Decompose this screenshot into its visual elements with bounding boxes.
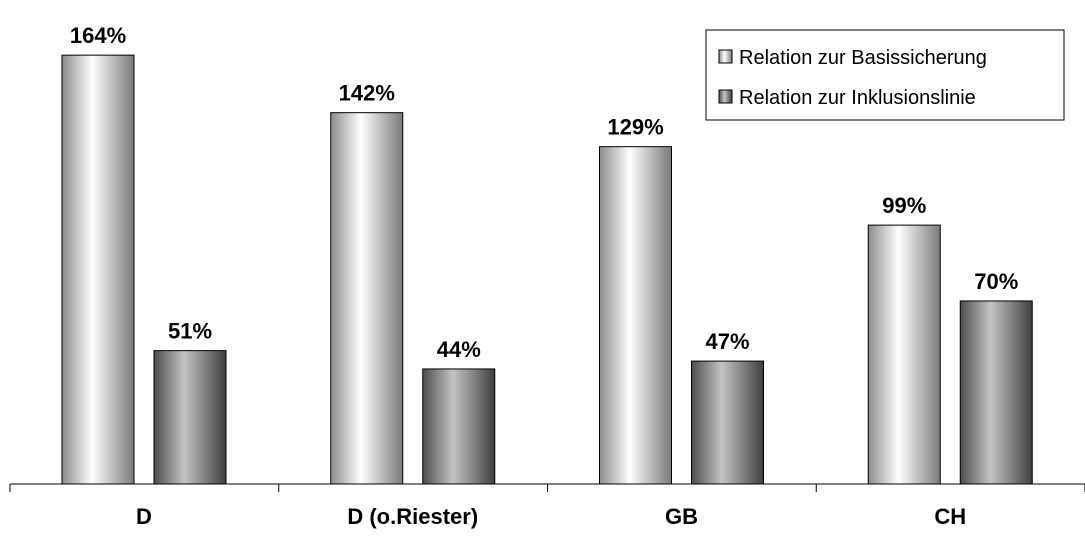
legend-label-basissicherung: Relation zur Basissicherung — [739, 47, 987, 69]
category-label-3: CH — [934, 504, 966, 529]
bar-inklusionslinie-1 — [423, 369, 495, 484]
value-label-inklusionslinie-1: 44% — [437, 337, 481, 362]
category-label-1: D (o.Riester) — [347, 504, 478, 529]
legend: Relation zur Basissicherung Relation zur … — [706, 30, 1064, 120]
value-label-inklusionslinie-2: 47% — [705, 329, 749, 354]
bar-inklusionslinie-2 — [692, 361, 764, 484]
legend-label-inklusionslinie: Relation zur Inklusionslinie — [739, 87, 976, 109]
bar-basissicherung-1 — [331, 113, 403, 484]
bar-inklusionslinie-3 — [960, 301, 1032, 484]
value-label-inklusionslinie-3: 70% — [974, 269, 1018, 294]
value-label-basissicherung-1: 142% — [339, 81, 395, 106]
bar-basissicherung-3 — [868, 225, 940, 484]
legend-swatch-basissicherung — [719, 50, 732, 63]
x-axis: D D (o.Riester) GB CH — [10, 484, 1085, 529]
value-label-basissicherung-2: 129% — [607, 115, 663, 140]
legend-swatch-inklusionslinie — [719, 90, 732, 103]
value-label-inklusionslinie-0: 51% — [168, 319, 212, 344]
value-label-basissicherung-3: 99% — [882, 193, 926, 218]
category-label-0: D — [136, 504, 152, 529]
bar-inklusionslinie-0 — [154, 351, 226, 484]
bar-basissicherung-0 — [62, 55, 134, 484]
category-label-2: GB — [665, 504, 698, 529]
value-label-basissicherung-0: 164% — [70, 23, 126, 48]
bar-basissicherung-2 — [600, 147, 672, 484]
